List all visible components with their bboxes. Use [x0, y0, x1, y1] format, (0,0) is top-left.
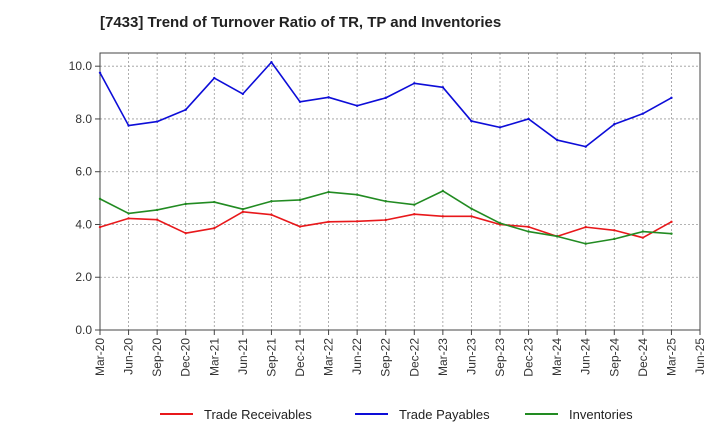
legend-label: Trade Payables: [399, 407, 490, 422]
data-point: [241, 92, 245, 96]
x-tick-label: Jun-25: [693, 338, 707, 375]
data-point: [641, 230, 645, 233]
data-point: [355, 104, 359, 107]
data-point: [413, 82, 416, 85]
data-point: [384, 96, 387, 100]
data-point: [470, 215, 473, 218]
data-point: [127, 217, 130, 220]
data-point: [527, 230, 530, 233]
x-tick-label: Mar-23: [436, 338, 450, 376]
y-tick-label: 0.0: [75, 323, 92, 337]
data-point: [127, 212, 130, 215]
x-tick-label: Dec-22: [407, 338, 421, 377]
data-point: [184, 202, 187, 206]
data-point: [641, 236, 645, 239]
x-tick-label: Mar-24: [550, 338, 564, 376]
data-point: [413, 203, 416, 206]
data-point: [98, 225, 102, 229]
data-point: [327, 96, 330, 99]
data-point: [298, 198, 302, 202]
x-tick-label: Dec-21: [293, 338, 307, 377]
data-point: [413, 212, 416, 216]
data-point: [155, 120, 159, 123]
y-tick-label: 2.0: [75, 270, 92, 284]
x-tick-label: Mar-21: [207, 338, 221, 376]
data-point: [498, 126, 502, 129]
y-tick-label: 4.0: [75, 217, 92, 231]
plot-area: [100, 53, 700, 330]
x-tick-label: Dec-23: [522, 338, 536, 377]
data-point: [670, 232, 673, 235]
y-tick-label: 6.0: [75, 165, 92, 179]
data-point: [441, 86, 445, 89]
data-point: [327, 220, 330, 224]
data-point: [441, 215, 445, 218]
data-point: [584, 145, 587, 148]
x-tick-label: Mar-20: [93, 338, 107, 376]
x-tick-label: Dec-24: [636, 338, 650, 377]
data-point: [98, 71, 102, 74]
x-tick-label: Sep-23: [493, 338, 507, 377]
legend-label: Trade Receivables: [204, 407, 312, 422]
data-point: [613, 123, 616, 126]
data-point: [213, 76, 216, 80]
x-tick-label: Sep-22: [379, 338, 393, 377]
x-tick-label: Mar-25: [664, 338, 678, 376]
data-point: [184, 231, 187, 235]
legend-label: Inventories: [569, 407, 633, 422]
data-point: [384, 200, 387, 203]
data-point: [613, 229, 616, 232]
x-tick-label: Dec-20: [179, 338, 193, 377]
chart-title: [7433] Trend of Turnover Ratio of TR, TP…: [100, 14, 502, 31]
data-point: [155, 208, 159, 212]
data-point: [670, 220, 673, 224]
data-point: [98, 197, 102, 201]
data-point: [584, 242, 587, 245]
data-point: [384, 218, 387, 222]
data-point: [355, 193, 359, 196]
data-point: [241, 210, 245, 214]
data-point: [670, 96, 673, 100]
data-point: [127, 124, 130, 127]
data-point: [641, 112, 645, 115]
data-point: [355, 220, 359, 223]
data-point: [555, 138, 559, 142]
x-tick-label: Sep-24: [607, 338, 621, 377]
x-tick-label: Jun-21: [236, 338, 250, 375]
data-point: [298, 225, 302, 228]
plot-frame: [99, 52, 701, 331]
data-point: [498, 221, 502, 225]
data-point: [213, 200, 216, 204]
x-tick-label: Sep-21: [264, 338, 278, 377]
data-point: [298, 100, 302, 104]
data-point: [527, 225, 530, 229]
y-tick-label: 8.0: [75, 112, 92, 126]
data-point: [184, 108, 187, 111]
data-point: [441, 189, 445, 193]
data-point: [155, 218, 159, 221]
data-point: [527, 117, 530, 121]
x-tick-label: Jun-22: [350, 338, 364, 375]
x-tick-label: Jun-24: [579, 338, 593, 375]
data-point: [470, 207, 473, 210]
x-tick-label: Jun-23: [464, 338, 478, 375]
x-tick-label: Jun-20: [122, 338, 136, 375]
x-tick-label: Sep-20: [150, 338, 164, 377]
data-point: [270, 200, 273, 203]
y-tick-label: 10.0: [69, 59, 93, 73]
data-point: [270, 213, 273, 216]
data-point: [213, 226, 216, 230]
x-tick-label: Mar-22: [322, 338, 336, 376]
data-point: [270, 61, 273, 64]
data-point: [584, 225, 587, 229]
data-point: [613, 237, 616, 241]
data-point: [470, 119, 473, 123]
data-point: [327, 190, 330, 194]
data-point: [241, 207, 245, 211]
data-point: [555, 235, 559, 238]
